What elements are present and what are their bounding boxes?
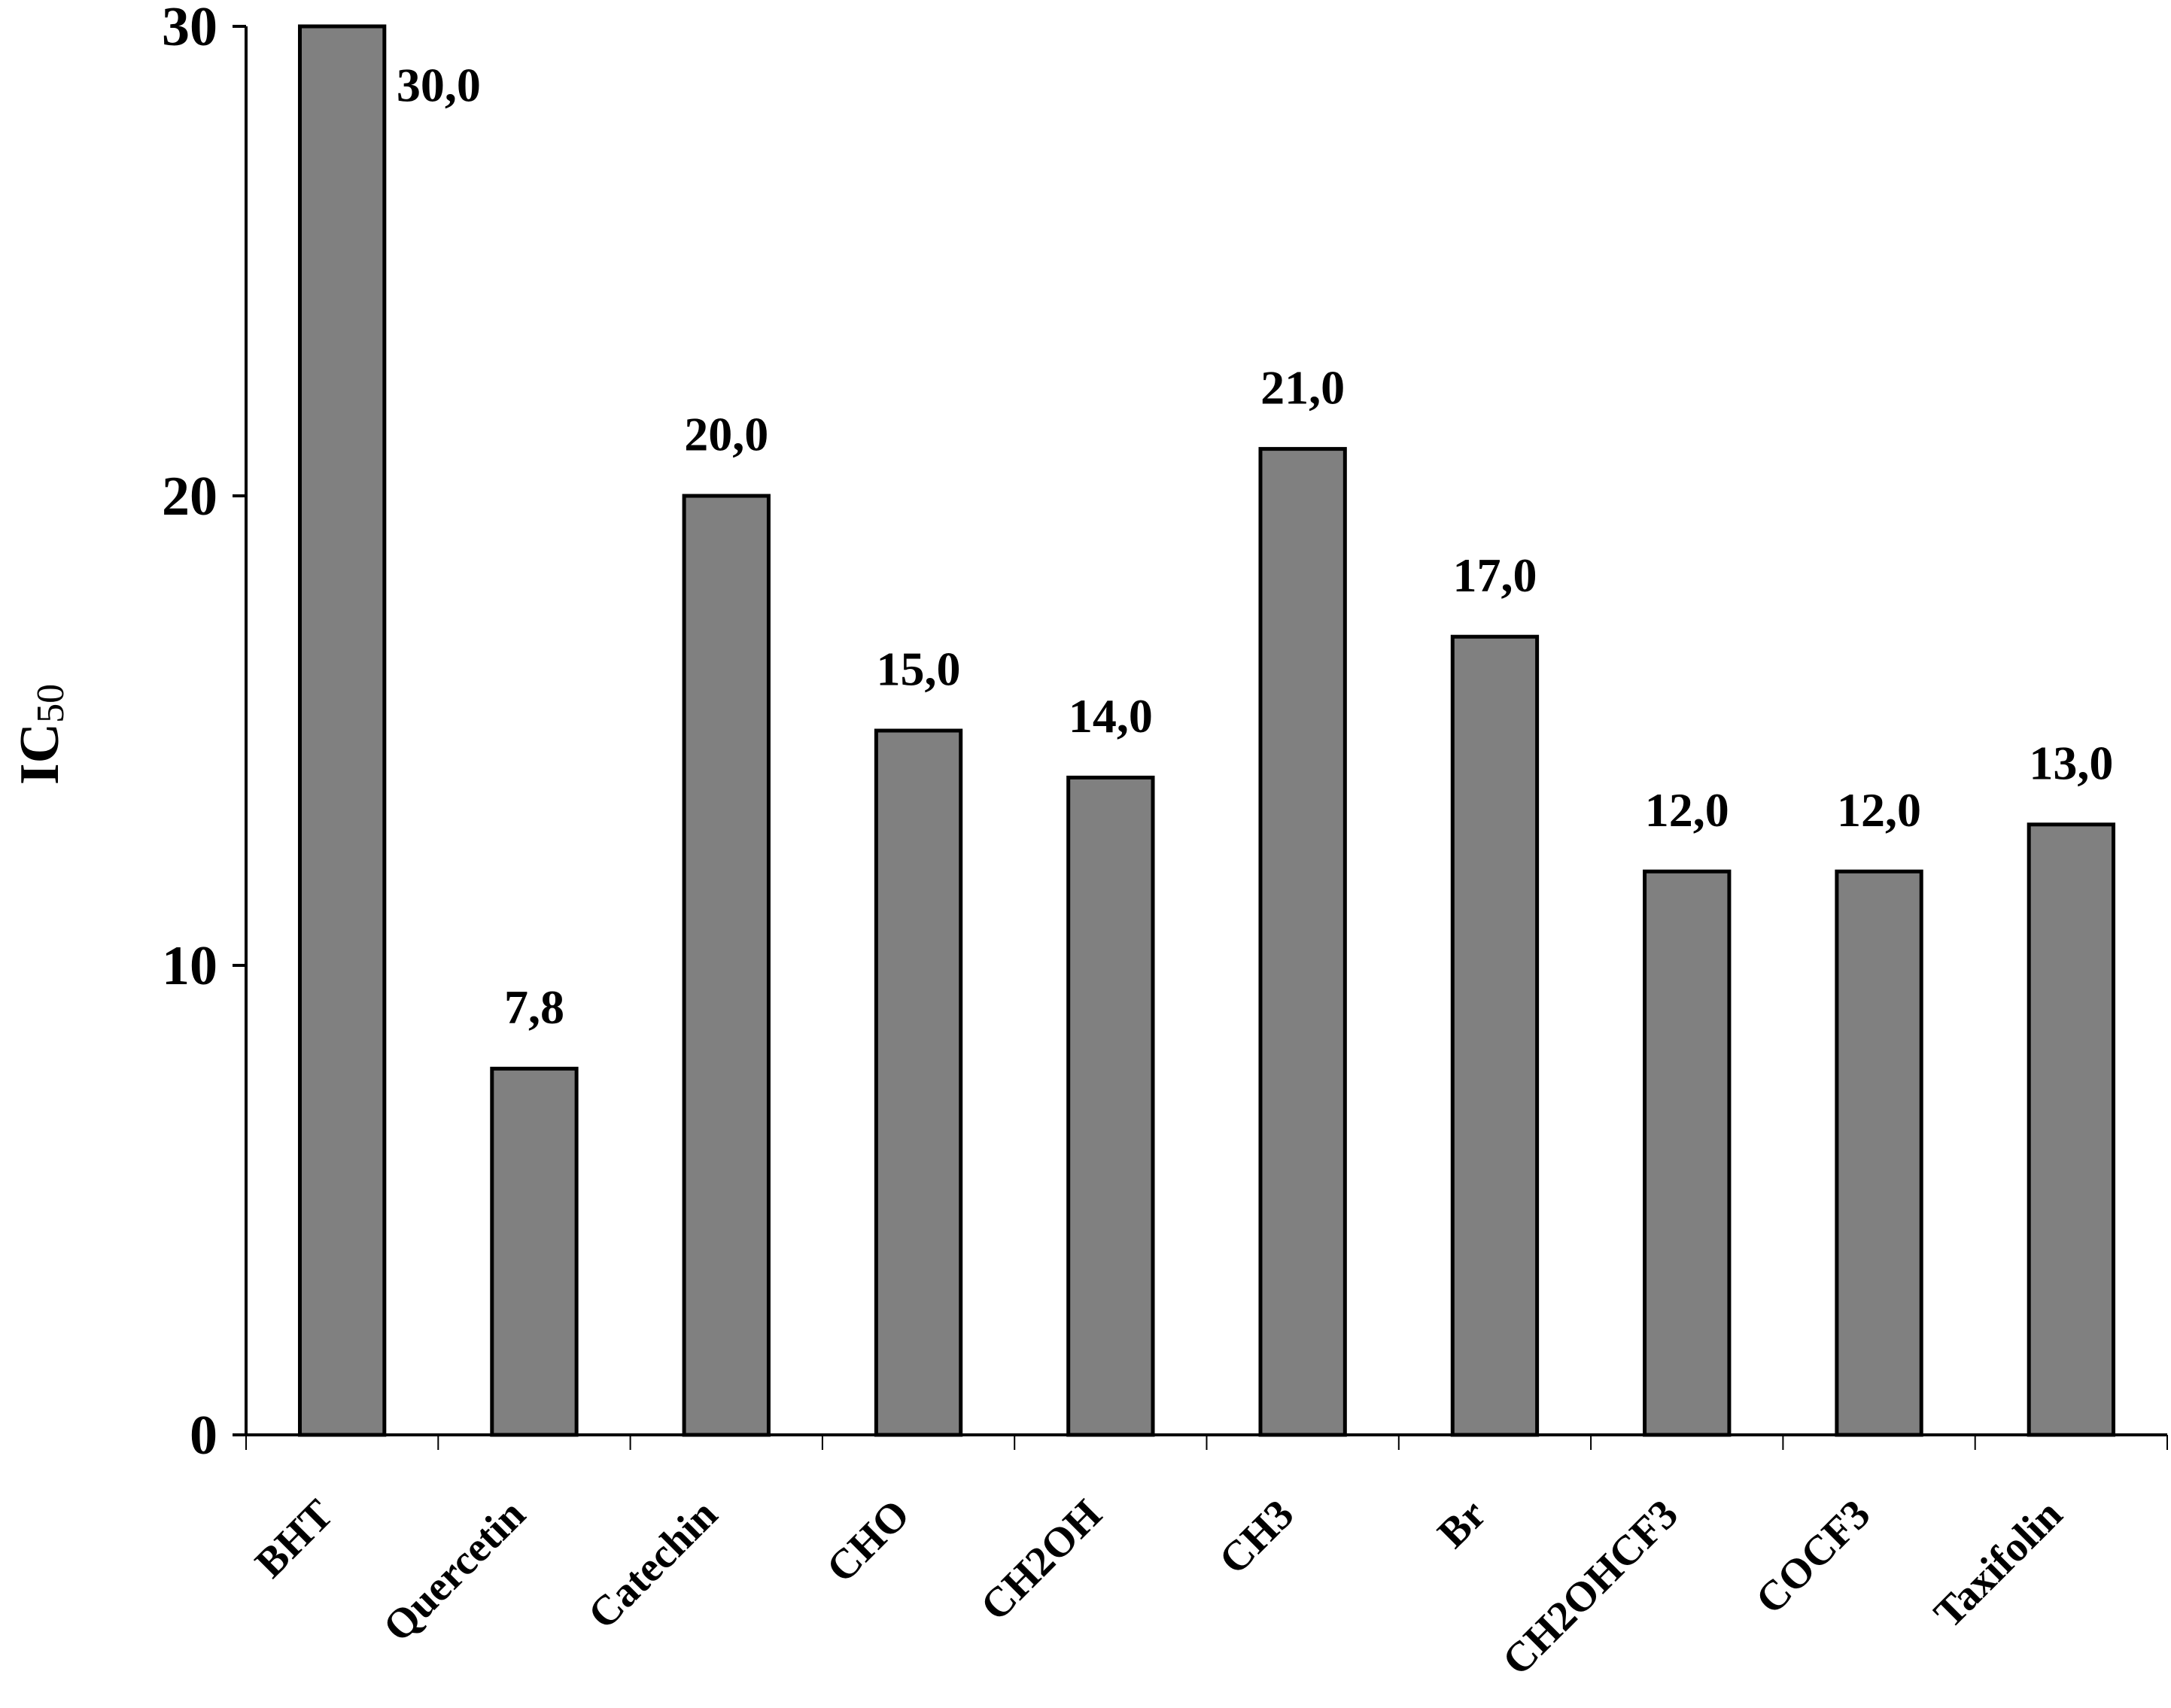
bar [1258, 447, 1347, 1437]
x-tick-label: CH3 [1210, 1491, 1303, 1583]
value-label: 7,8 [504, 980, 564, 1034]
bar [2027, 822, 2116, 1437]
y-axis-title-subscript: 50 [29, 684, 72, 723]
value-label: 15,0 [877, 643, 961, 696]
y-axis-title-main: IC [9, 723, 71, 785]
x-tick-label: BHT [246, 1491, 342, 1586]
bar [1643, 869, 1732, 1437]
x-tick-label: CH2OHCF3 [1494, 1491, 1687, 1684]
value-label: 17,0 [1452, 549, 1537, 602]
bar [1835, 869, 1923, 1437]
value-label: 21,0 [1260, 360, 1345, 414]
value-label: 12,0 [1645, 783, 1729, 837]
x-tick-label: CHO [818, 1491, 919, 1591]
x-tick-label: COCF3 [1747, 1491, 1879, 1623]
x-tick-label: Catechin [579, 1491, 727, 1638]
value-label: 20,0 [684, 408, 768, 461]
value-label: 14,0 [1069, 689, 1153, 743]
value-label: 13,0 [2029, 736, 2113, 789]
x-tick-label: CH2OH [971, 1491, 1111, 1630]
bar [682, 494, 771, 1437]
y-axis-title: IC50 [9, 684, 72, 785]
bar [874, 728, 963, 1437]
value-label: 12,0 [1837, 783, 1921, 837]
bar [1066, 775, 1155, 1437]
bar [490, 1066, 579, 1437]
bar [1450, 634, 1540, 1437]
x-tick-label: Taxifolin [1925, 1491, 2071, 1637]
y-tick-label: 10 [162, 935, 217, 997]
value-label: 30,0 [397, 59, 481, 112]
y-tick-label: 20 [162, 466, 217, 527]
x-tick-label: Br [1429, 1491, 1495, 1557]
bar [297, 24, 387, 1437]
x-tick-label: Quercetin [375, 1491, 534, 1650]
y-tick-label: 30 [162, 0, 217, 58]
y-tick-label: 0 [190, 1405, 217, 1466]
